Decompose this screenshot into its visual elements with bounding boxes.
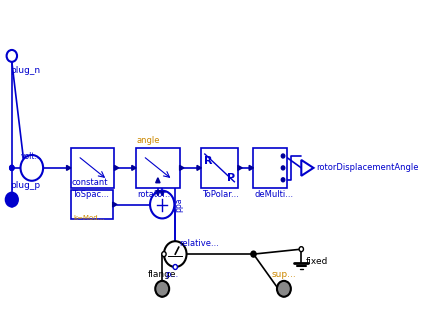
Circle shape xyxy=(155,281,169,297)
Circle shape xyxy=(162,252,166,257)
Text: deMulti...: deMulti... xyxy=(254,190,294,199)
Polygon shape xyxy=(161,192,164,196)
Polygon shape xyxy=(301,160,314,176)
Bar xyxy=(136,148,180,188)
Text: ToSpac...: ToSpac... xyxy=(72,190,109,199)
Bar xyxy=(71,148,115,188)
Text: rotorDisplacementAngle: rotorDisplacementAngle xyxy=(316,163,419,172)
Text: k=Mod...: k=Mod... xyxy=(74,216,105,221)
Text: ppa: ppa xyxy=(174,197,183,212)
Text: sup...: sup... xyxy=(271,270,296,279)
Text: angle: angle xyxy=(137,136,161,145)
Bar xyxy=(253,148,287,188)
Circle shape xyxy=(281,178,285,182)
Circle shape xyxy=(150,191,174,218)
Text: relative...: relative... xyxy=(180,239,219,248)
Text: plug_p: plug_p xyxy=(10,181,40,190)
Text: P: P xyxy=(227,173,236,183)
Text: fixed: fixed xyxy=(305,257,328,266)
Circle shape xyxy=(173,265,177,269)
Polygon shape xyxy=(197,165,201,170)
Circle shape xyxy=(7,50,17,62)
Polygon shape xyxy=(180,165,184,170)
Circle shape xyxy=(20,155,43,181)
Bar xyxy=(201,148,238,188)
Circle shape xyxy=(10,165,14,170)
Polygon shape xyxy=(155,178,160,183)
Text: rotator...: rotator... xyxy=(137,190,173,199)
Polygon shape xyxy=(115,165,119,170)
Text: volt...: volt... xyxy=(20,152,42,161)
Circle shape xyxy=(277,281,291,297)
Polygon shape xyxy=(132,165,136,170)
Text: plug_n: plug_n xyxy=(10,66,40,75)
Polygon shape xyxy=(66,165,71,170)
Polygon shape xyxy=(238,165,242,170)
Circle shape xyxy=(164,241,187,267)
Text: flange: flange xyxy=(148,270,176,279)
Bar xyxy=(71,190,112,220)
Circle shape xyxy=(299,247,303,252)
Text: ToPolar...: ToPolar... xyxy=(202,190,239,199)
Circle shape xyxy=(281,166,285,170)
Circle shape xyxy=(251,251,256,257)
Text: p...: p... xyxy=(165,270,178,279)
Circle shape xyxy=(281,154,285,158)
Polygon shape xyxy=(155,191,160,196)
Polygon shape xyxy=(112,202,117,207)
Text: constant: constant xyxy=(72,178,108,187)
Text: R: R xyxy=(204,156,213,166)
Circle shape xyxy=(10,165,14,170)
Circle shape xyxy=(6,193,18,207)
Polygon shape xyxy=(249,165,253,170)
